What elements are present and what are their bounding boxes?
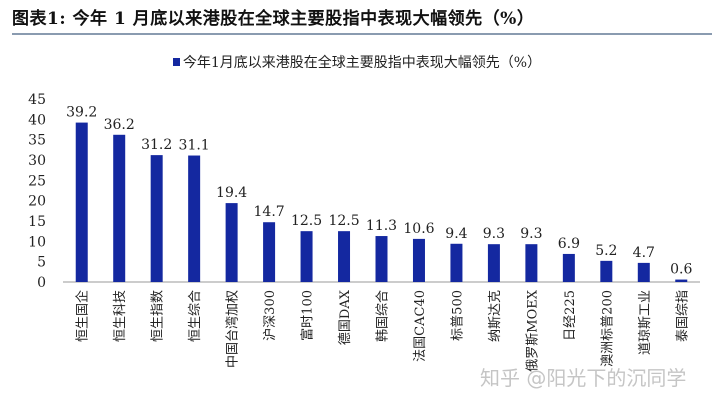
data-label: 12.5 [291, 213, 322, 229]
data-label: 14.7 [254, 204, 285, 220]
bar [113, 134, 126, 282]
data-label: 39.2 [66, 105, 97, 121]
figure-title: 图表1: 今年 1 月底以来港股在全球主要股指中表现大幅领先（%） [12, 9, 535, 29]
x-tick-label: 中国台湾加权 [225, 290, 241, 368]
x-tick-label: 德国DAX [338, 289, 353, 345]
bar [150, 155, 163, 282]
data-label: 31.1 [179, 138, 210, 154]
watermark: 知乎 @阳光下的沉同学 [480, 366, 687, 390]
x-tick-label: 富时100 [300, 290, 316, 341]
y-tick-label: 25 [28, 173, 46, 189]
x-tick-label: 恒生指数 [151, 290, 166, 342]
y-tick-label: 0 [37, 275, 46, 291]
data-label: 5.2 [595, 243, 617, 259]
y-tick-label: 40 [28, 112, 46, 128]
x-tick-label: 纳斯达克 [488, 290, 503, 342]
data-label: 12.5 [328, 213, 359, 229]
bar [562, 253, 575, 282]
bar [225, 203, 238, 282]
x-tick-label: 法国CAC40 [413, 290, 428, 362]
title-divider [12, 33, 712, 35]
data-label: 36.2 [104, 117, 135, 133]
x-tick-label: 俄罗斯MOEX [525, 289, 540, 371]
bar [75, 122, 88, 282]
x-tick-label: 澳洲标普200 [599, 290, 615, 367]
legend-swatch [172, 58, 180, 66]
y-tick-label: 35 [28, 133, 46, 149]
x-tick-label: 恒生科技 [113, 290, 128, 342]
legend-label: 今年1月底以来港股在全球主要股指中表现大幅领先（%） [182, 55, 542, 71]
y-tick-label: 20 [28, 194, 46, 210]
x-tick-label: 泰国综指 [675, 290, 690, 342]
y-tick-label: 15 [28, 214, 46, 230]
bar [487, 244, 500, 282]
bar [600, 260, 613, 282]
data-label: 31.2 [141, 137, 172, 153]
data-label: 0.6 [670, 262, 692, 278]
x-tick-label: 标普500 [450, 290, 465, 341]
bar [525, 244, 538, 282]
data-label: 9.4 [445, 226, 467, 242]
data-label: 19.4 [216, 185, 247, 201]
y-tick-label: 45 [28, 92, 46, 108]
x-tick-label: 沪深300 [262, 290, 278, 341]
y-tick-label: 30 [28, 153, 46, 169]
y-tick-label: 10 [28, 234, 46, 250]
bar [338, 231, 351, 282]
x-tick-label: 恒生国企 [75, 290, 91, 342]
bar [450, 243, 463, 282]
data-label: 11.3 [366, 218, 397, 234]
data-label: 6.9 [558, 236, 580, 252]
x-tick-label: 日经225 [563, 290, 578, 341]
bar [263, 222, 276, 282]
bar [375, 236, 388, 282]
bar [300, 231, 313, 282]
data-label: 4.7 [633, 245, 655, 261]
bar [412, 238, 425, 282]
bar [637, 262, 650, 282]
data-label: 9.3 [520, 226, 542, 242]
legend: 今年1月底以来港股在全球主要股指中表现大幅领先（%） [0, 52, 714, 72]
x-tick-label: 恒生综合 [188, 290, 203, 342]
x-tick-label: 韩国综合 [376, 290, 391, 342]
bar [675, 279, 688, 282]
y-tick-label: 5 [37, 255, 46, 271]
data-label: 9.3 [483, 226, 505, 242]
x-tick-label: 道琼斯工业 [638, 290, 653, 355]
bar [188, 155, 201, 282]
data-label: 10.6 [403, 221, 434, 237]
